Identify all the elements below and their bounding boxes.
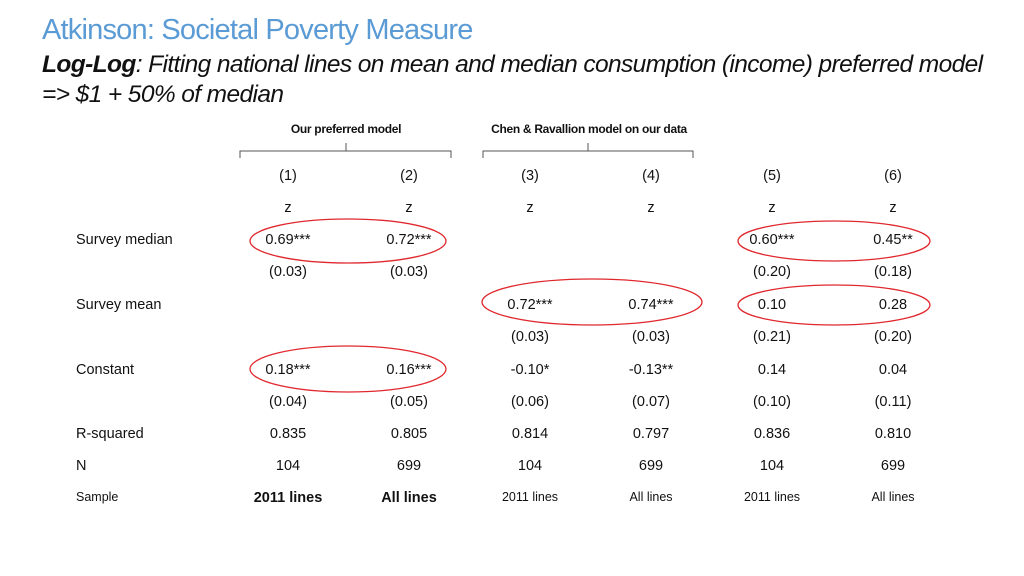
table-cell: (0.03)	[632, 329, 670, 345]
column-subheader: z	[889, 200, 897, 216]
column-header: (2)	[400, 168, 418, 184]
table-cell: 0.814	[511, 426, 549, 442]
table-cell: 2011 lines	[253, 490, 323, 506]
table-cell: 0.45**	[873, 232, 913, 248]
column-subheader: z	[768, 200, 776, 216]
highlight-ellipse-constant-1-2	[249, 345, 447, 393]
table-cell: 0.16***	[386, 362, 432, 378]
table-cell: 0.797	[632, 426, 670, 442]
table-cell: (0.07)	[632, 394, 670, 410]
table-cell: 0.04	[878, 362, 908, 378]
table-cell: All lines	[871, 490, 915, 504]
row-label: Survey mean	[76, 297, 162, 313]
brace-preferred	[239, 143, 452, 158]
table-cell: 2011 lines	[501, 490, 559, 504]
column-header: (4)	[642, 168, 660, 184]
table-cell: -0.10*	[510, 362, 550, 378]
column-header: (5)	[763, 168, 781, 184]
column-subheader: z	[284, 200, 292, 216]
slide-title: Atkinson: Societal Poverty Measure	[42, 14, 473, 46]
table-cell: 0.835	[269, 426, 307, 442]
table-cell: (0.20)	[874, 329, 912, 345]
table-cell: (0.04)	[269, 394, 307, 410]
column-header: (6)	[884, 168, 902, 184]
row-label: Survey median	[76, 232, 173, 248]
table-cell: 0.805	[390, 426, 428, 442]
table-cell: All lines	[381, 490, 437, 506]
table-cell: 104	[759, 458, 785, 474]
row-label: Sample	[76, 490, 119, 504]
table-cell: (0.03)	[511, 329, 549, 345]
table-cell: 0.10	[757, 297, 787, 313]
highlight-ellipse-mean-5-6	[737, 284, 931, 326]
table-cell: 0.60***	[749, 232, 795, 248]
table-cell: (0.11)	[874, 394, 912, 410]
row-label: Constant	[76, 362, 135, 378]
table-cell: (0.03)	[390, 264, 428, 280]
column-header: (3)	[521, 168, 539, 184]
table-cell: (0.06)	[511, 394, 549, 410]
table-cell: 104	[275, 458, 301, 474]
table-cell: (0.03)	[269, 264, 307, 280]
table-cell: 699	[880, 458, 906, 474]
column-subheader: z	[405, 200, 413, 216]
table-cell: 0.18***	[265, 362, 311, 378]
highlight-ellipse-median-1-2	[249, 218, 447, 264]
table-cell: (0.10)	[753, 394, 791, 410]
table-cell: (0.18)	[874, 264, 912, 280]
table-cell: (0.21)	[753, 329, 791, 345]
table-cell: -0.13**	[628, 362, 674, 378]
table-cell: 699	[638, 458, 664, 474]
table-cell: 699	[396, 458, 422, 474]
table-cell: 0.810	[874, 426, 912, 442]
table-cell: 0.69***	[265, 232, 311, 248]
row-label: N	[76, 458, 87, 474]
row-label: R-squared	[76, 426, 144, 442]
group-label-chen-ravallion: Chen & Ravallion model on our data	[491, 122, 687, 136]
table-cell: 0.28	[878, 297, 908, 313]
table-cell: 0.72***	[386, 232, 432, 248]
table-cell: 0.72***	[507, 297, 553, 313]
table-cell: All lines	[629, 490, 673, 504]
subtitle-bold: Log-Log	[42, 51, 136, 78]
table-cell: 0.14	[757, 362, 787, 378]
table-cell: 0.836	[753, 426, 791, 442]
table-cell: 104	[517, 458, 543, 474]
table-cell: (0.20)	[753, 264, 791, 280]
brace-chen-ravallion	[482, 143, 694, 158]
subtitle-rest: : Fitting national lines on mean and med…	[42, 51, 983, 108]
column-header: (1)	[279, 168, 297, 184]
column-subheader: z	[526, 200, 534, 216]
table-cell: (0.05)	[390, 394, 428, 410]
column-subheader: z	[647, 200, 655, 216]
table-cell: 0.74***	[628, 297, 674, 313]
slide-subtitle: Log-Log: Fitting national lines on mean …	[42, 50, 992, 110]
highlight-ellipse-mean-3-4	[481, 278, 703, 326]
group-label-preferred: Our preferred model	[290, 122, 402, 136]
highlight-ellipse-median-5-6	[737, 220, 931, 262]
table-cell: 2011 lines	[743, 490, 801, 504]
